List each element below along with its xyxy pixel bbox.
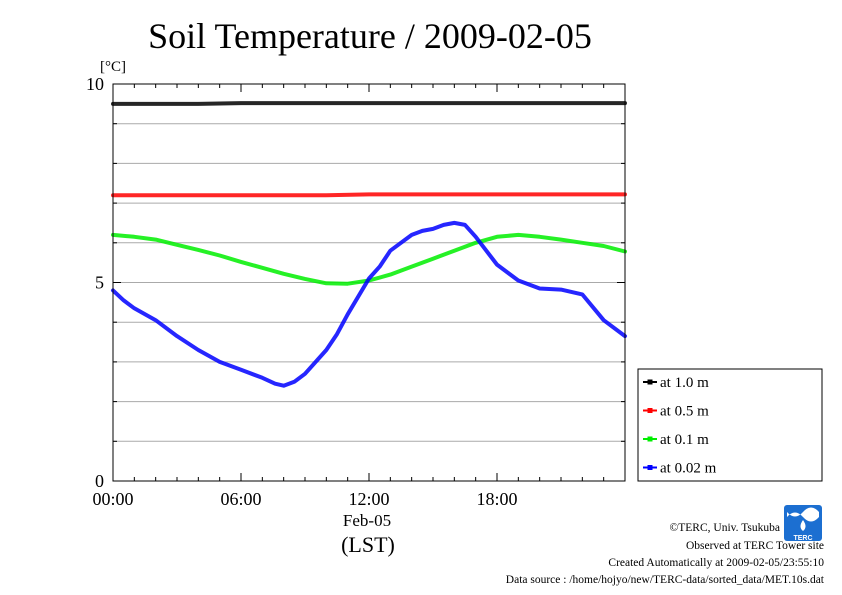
terc-logo: TERC: [784, 505, 822, 542]
credit-source: Data source : /home/hojyo/new/TERC-data/…: [506, 574, 825, 586]
legend-marker-2: [647, 436, 653, 442]
legend: at 1.0 m at 0.5 m at 0.1 m at 0.02 m: [637, 368, 823, 482]
legend-marker-1: [647, 408, 653, 413]
x-tick-label-1800: 18:00: [476, 489, 517, 509]
credit-copyright: ©TERC, Univ. Tsukuba: [670, 522, 780, 534]
legend-label-0: at 1.0 m: [660, 375, 709, 391]
credits: TERC ©TERC, Univ. Tsukuba Observed at TE…: [506, 505, 825, 586]
legend-marker-3: [647, 465, 653, 470]
series-line-1: [111, 192, 627, 198]
y-tick-label-10: 10: [86, 74, 104, 94]
legend-label-3: at 0.02 m: [660, 461, 717, 477]
axes: 0 5 10 00:00 06:00 12:00 18:00: [86, 74, 626, 509]
legend-box: [637, 368, 823, 482]
date-label: Feb-05: [343, 511, 391, 530]
legend-marker-0: [647, 379, 653, 385]
legend-label-1: at 0.5 m: [660, 404, 709, 420]
series-lines: [111, 101, 627, 388]
y-tick-label-5: 5: [95, 273, 104, 293]
x-axis-label: (LST): [341, 532, 395, 557]
x-tick-label-0600: 06:00: [220, 489, 261, 509]
x-tick-label-0000: 00:00: [92, 489, 133, 509]
series-line-3: [111, 220, 627, 388]
y-axis-unit: [°C]: [100, 59, 126, 75]
credit-observed: Observed at TERC Tower site: [686, 540, 824, 552]
logo-text: TERC: [793, 535, 812, 542]
credit-created: Created Automatically at 2009-02-05/23:5…: [608, 557, 824, 569]
legend-label-2: at 0.1 m: [660, 432, 709, 448]
series-line-0: [111, 101, 627, 106]
x-tick-label-1200: 12:00: [348, 489, 389, 509]
chart-title: Soil Temperature / 2009-02-05: [148, 16, 592, 56]
y-tick-label-0: 0: [95, 471, 104, 491]
